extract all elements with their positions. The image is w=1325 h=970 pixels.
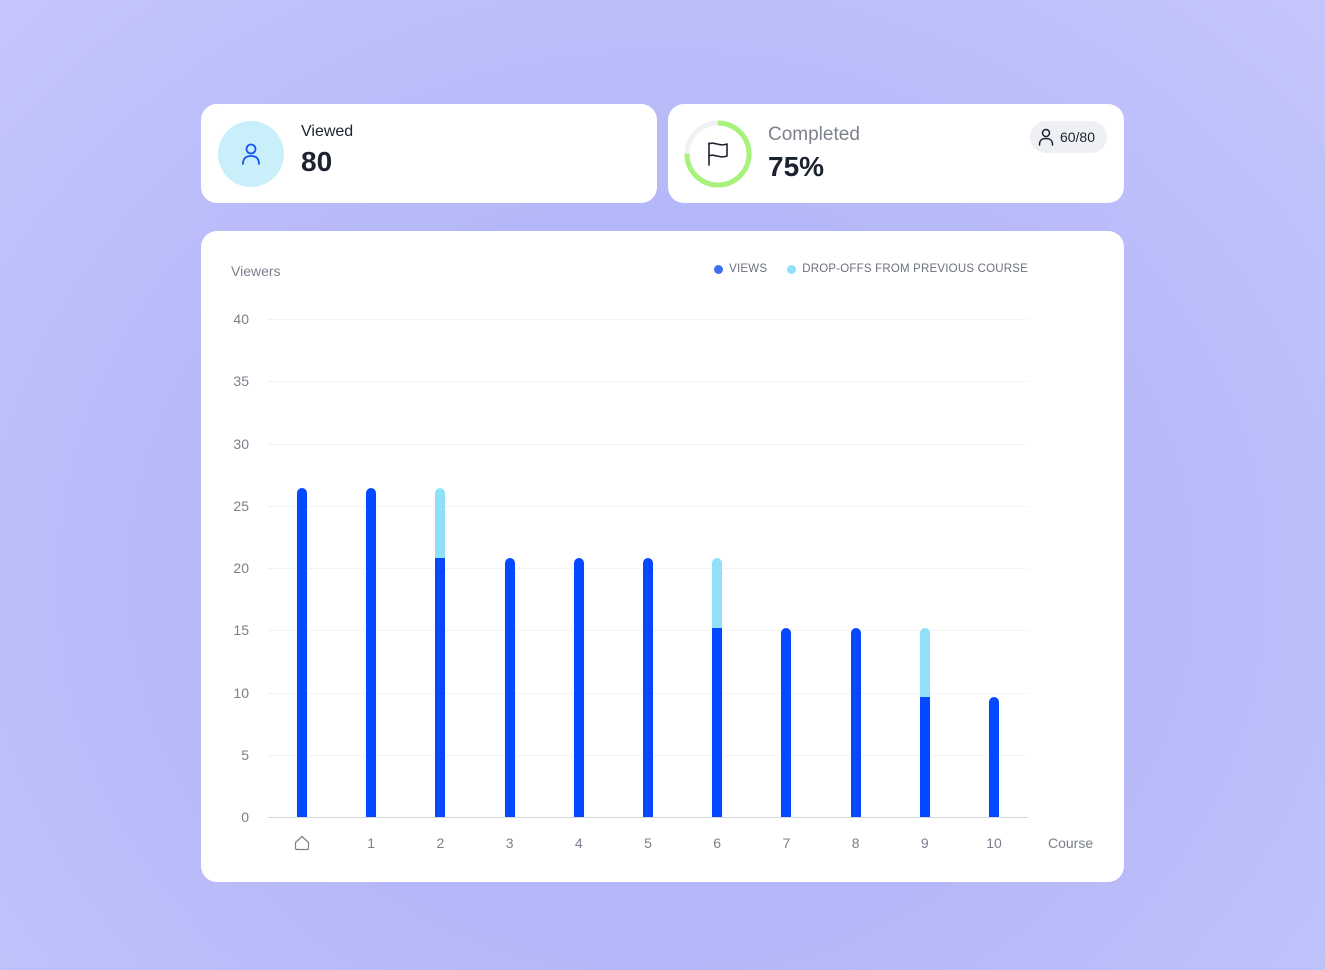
views-dot-icon xyxy=(714,264,724,274)
x-tick-label: 8 xyxy=(851,835,860,851)
gridline xyxy=(268,443,1028,445)
y-tick-label: 15 xyxy=(233,622,249,639)
views-segment[interactable] xyxy=(919,697,930,817)
bar-course-3[interactable] xyxy=(504,558,515,817)
y-tick-label: 10 xyxy=(233,684,249,701)
views-segment[interactable] xyxy=(504,558,515,817)
bar-course-7[interactable] xyxy=(781,627,792,817)
viewed-card: Viewed 80 xyxy=(201,104,657,203)
bar-course-6[interactable] xyxy=(712,558,723,817)
views-segment[interactable] xyxy=(366,488,377,817)
x-tick-label: 4 xyxy=(574,835,583,851)
viewed-avatar xyxy=(218,121,284,187)
bar-course-1[interactable] xyxy=(366,488,377,817)
y-tick-label: 40 xyxy=(233,311,249,327)
bar-course-2[interactable] xyxy=(435,488,446,817)
flag-icon xyxy=(708,142,728,166)
views-segment[interactable] xyxy=(573,558,584,817)
bar-course-4[interactable] xyxy=(573,558,584,817)
x-tick-label: 2 xyxy=(436,835,445,851)
y-tick-label: 30 xyxy=(233,435,249,452)
y-tick-label: 20 xyxy=(233,560,249,576)
x-tick-label: 6 xyxy=(713,835,722,851)
y-tick-label: 5 xyxy=(241,746,249,763)
y-tick-label: 0 xyxy=(241,809,249,825)
y-tick-label: 25 xyxy=(233,497,249,514)
badge-text: 60/80 xyxy=(1059,129,1095,145)
bar-course-10[interactable] xyxy=(989,697,999,817)
viewed-value: 80 xyxy=(301,146,333,177)
legend-item-dropoffs[interactable]: DROP-OFFS FROM PREVIOUS COURSE xyxy=(787,263,1028,275)
bar-course-5[interactable] xyxy=(643,558,653,817)
home-icon xyxy=(287,835,317,854)
completed-value: 75% xyxy=(768,151,825,182)
completed-card: Completed 75% 60/80 xyxy=(668,104,1124,203)
viewers-chart-card: Viewers VIEWS DROP-OFFS FROM PREVIOUS CO… xyxy=(201,231,1124,882)
viewed-label: Viewed xyxy=(301,123,354,140)
progress-ring xyxy=(684,120,752,188)
views-segment[interactable] xyxy=(989,697,999,817)
bar-course-8[interactable] xyxy=(850,627,861,817)
x-tick-label: 9 xyxy=(920,835,929,851)
dropoff-segment[interactable] xyxy=(712,558,723,628)
legend-label: VIEWS xyxy=(729,263,768,275)
user-icon xyxy=(1038,128,1054,146)
x-tick-label: 10 xyxy=(986,835,1002,851)
views-segment[interactable] xyxy=(643,558,653,817)
x-axis-line xyxy=(268,817,1028,818)
x-tick-label: 3 xyxy=(505,835,514,851)
x-tick-label: 1 xyxy=(367,835,376,851)
chart-legend: VIEWS DROP-OFFS FROM PREVIOUS COURSE xyxy=(714,263,1028,275)
x-tick-label: 7 xyxy=(782,835,791,851)
legend-label: DROP-OFFS FROM PREVIOUS COURSE xyxy=(802,263,1028,275)
x-tick-label: 5 xyxy=(644,835,652,851)
views-segment[interactable] xyxy=(297,488,307,817)
dropoff-segment[interactable] xyxy=(435,488,446,559)
x-axis-title: Course xyxy=(1048,835,1094,851)
gridline xyxy=(268,381,1028,383)
y-tick-label: 35 xyxy=(233,373,249,390)
views-segment[interactable] xyxy=(850,627,861,817)
dropoff-segment[interactable] xyxy=(919,627,930,698)
views-segment[interactable] xyxy=(781,627,792,817)
views-segment[interactable] xyxy=(435,558,446,817)
legend-item-views[interactable]: VIEWS xyxy=(714,263,767,275)
completed-count-badge: 60/80 xyxy=(1029,121,1107,153)
user-icon xyxy=(242,143,260,165)
gridline xyxy=(268,319,1028,320)
dropoffs-dot-icon xyxy=(787,264,797,274)
y-axis-title: Viewers xyxy=(231,263,281,279)
views-segment[interactable] xyxy=(712,627,723,817)
bar-course-9[interactable] xyxy=(919,627,930,817)
bar-course-home[interactable] xyxy=(297,488,307,817)
gridline xyxy=(268,505,1028,507)
completed-label: Completed xyxy=(768,124,860,145)
